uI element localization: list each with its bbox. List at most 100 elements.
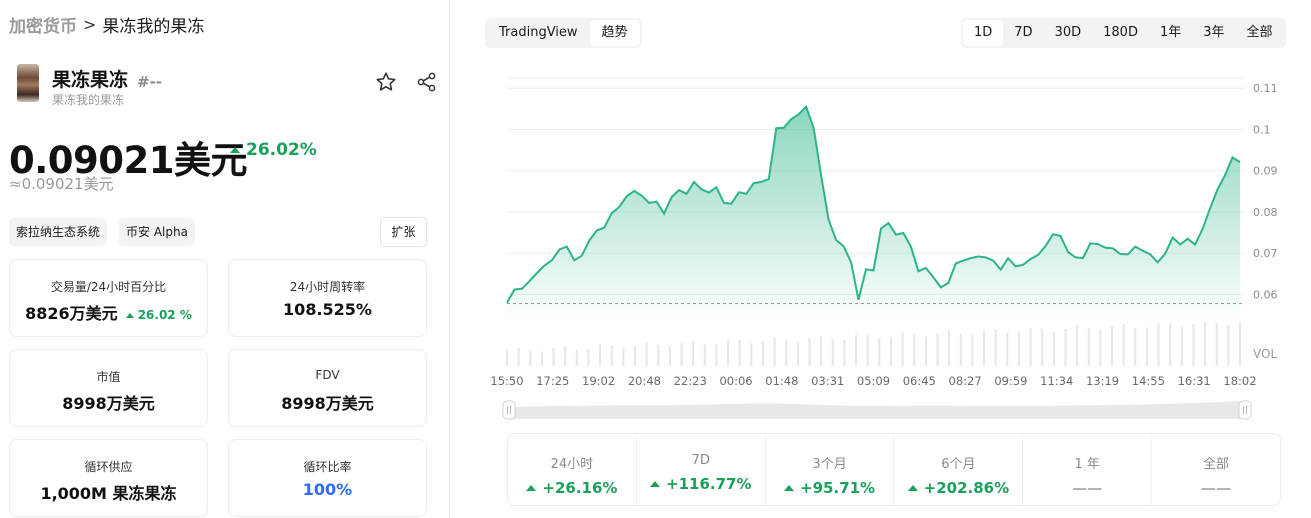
token-rank: #--	[137, 73, 163, 91]
up-arrow-icon	[526, 485, 537, 491]
x-tick-label: 16:31	[1178, 374, 1211, 388]
perf-value: ——	[1072, 479, 1103, 497]
perf-all: 全部 ——	[1152, 434, 1280, 505]
y-tick-label: 0.07	[1253, 247, 1278, 260]
volume-bar	[889, 336, 892, 366]
volume-bar	[878, 338, 881, 366]
x-tick-label: 00:06	[719, 374, 752, 388]
breadcrumb-root-link[interactable]: 加密货币	[9, 17, 77, 37]
perf-value-text: +202.86%	[923, 479, 1010, 497]
price-change: 26.02%	[230, 140, 317, 160]
range-all[interactable]: 全部	[1246, 25, 1273, 40]
stat-card-volume: 交易量/24小时百分比 8826万美元 26.02 %	[9, 259, 208, 337]
x-tick-label: 01:48	[765, 374, 798, 388]
chart-source-toggle: TradingView 趋势	[485, 18, 642, 48]
volume-bar	[540, 351, 543, 366]
volume-bar	[785, 339, 788, 366]
volume-bar	[1006, 333, 1009, 366]
stat-label: 24小时周转率	[289, 280, 366, 294]
stat-card-turnover: 24小时周转率 108.525%	[228, 259, 427, 337]
volume-bar	[761, 341, 764, 366]
stat-label: 循环比率	[303, 460, 352, 474]
range-180d[interactable]: 180D	[1103, 25, 1138, 40]
volume-bar	[1239, 322, 1241, 366]
range-30d[interactable]: 30D	[1054, 25, 1082, 40]
volume-bar	[599, 344, 602, 366]
chart-range-scrollbar[interactable]	[502, 399, 1252, 421]
perf-value: +95.71%	[766, 479, 894, 497]
volume-bar	[1122, 324, 1125, 366]
price-line	[506, 104, 1241, 304]
favorite-star-icon[interactable]	[374, 70, 398, 94]
breadcrumb-current: 果冻我的果冻	[102, 17, 205, 37]
perf-value-text: +26.16%	[542, 479, 618, 497]
volume-bar	[1204, 322, 1207, 366]
volume-bar	[750, 343, 753, 366]
volume-bar	[924, 336, 927, 366]
tag-solana-ecosystem[interactable]: 索拉纳生态系统	[9, 218, 108, 246]
tag-binance-alpha[interactable]: 币安 Alpha	[119, 218, 195, 246]
volume-bar	[1099, 329, 1102, 366]
volume-bar	[529, 350, 532, 366]
volume-bar	[1064, 329, 1067, 366]
volume-bar	[796, 341, 799, 366]
perf-label: 24小时	[550, 457, 594, 472]
stat-value: 100%	[302, 480, 353, 499]
volume-bar	[1017, 332, 1020, 366]
volume-bar	[1157, 323, 1160, 366]
volume-bar	[622, 348, 625, 366]
perf-1y: 1 年 ——	[1023, 434, 1153, 505]
tab-tradingview[interactable]: TradingView	[499, 25, 578, 40]
scrollbar-left-handle[interactable]	[502, 400, 516, 420]
volume-bar	[1041, 328, 1044, 366]
tab-trend[interactable]: 趋势	[589, 20, 640, 46]
perf-value-text: +116.77%	[666, 475, 752, 493]
stat-card-fdv: FDV 8998万美元	[228, 349, 427, 427]
token-subtitle: 果冻我的果冻	[52, 93, 125, 107]
volume-bar	[913, 334, 916, 366]
volume-bar	[680, 342, 683, 366]
volume-bar	[506, 350, 508, 366]
x-tick-label: 08:27	[949, 374, 982, 388]
up-arrow-icon	[650, 481, 660, 487]
volume-bar	[866, 334, 869, 366]
volume-bar	[936, 333, 939, 366]
stat-value: 8826万美元 26.02 %	[10, 300, 207, 324]
perf-24h: 24小时 +26.16%	[508, 434, 637, 505]
perf-6m: 6个月 +202.86%	[894, 434, 1024, 505]
volume-bar	[994, 329, 997, 366]
x-tick-label: 14:55	[1132, 374, 1165, 388]
volume-bar	[1215, 322, 1218, 366]
volume-bar	[855, 335, 858, 366]
stat-label: 交易量/24小时百分比	[50, 280, 167, 294]
perf-3m: 3个月 +95.71%	[766, 434, 895, 505]
perf-label: 6个月	[941, 457, 976, 472]
x-tick-label: 17:25	[536, 374, 569, 388]
volume-bar	[808, 338, 811, 366]
volume-bar	[1227, 325, 1230, 366]
stat-value: 108.525%	[283, 300, 372, 319]
range-1d[interactable]: 1D	[963, 20, 1004, 46]
volume-change-value: 26.02 %	[137, 308, 192, 322]
range-1y[interactable]: 1年	[1159, 25, 1182, 40]
performance-summary: 24小时 +26.16% 7D +116.77% 3个月 +95.71% 6个月…	[507, 433, 1281, 506]
expand-button[interactable]: 扩张	[380, 217, 427, 247]
volume-bar	[901, 332, 904, 366]
price-chart[interactable]: 0.11 0.1 0.09 0.08 0.07 0.06 15:50 17:25 19:02 2…	[490, 60, 1290, 390]
token-logo	[17, 64, 39, 102]
range-3y[interactable]: 3年	[1203, 25, 1225, 40]
share-icon[interactable]	[416, 71, 438, 93]
y-tick-label: 0.09	[1253, 165, 1278, 178]
volume-axis-label: VOL	[1253, 347, 1277, 361]
y-tick-label: 0.08	[1253, 206, 1278, 219]
x-tick-label: 18:02	[1223, 374, 1256, 388]
up-arrow-icon	[230, 147, 240, 153]
volume-bar	[820, 335, 823, 366]
perf-label: 3个月	[812, 457, 847, 472]
stat-value: 1,000M 果冻果冻	[40, 484, 177, 503]
volume-bar	[843, 339, 846, 366]
volume-bar	[948, 330, 951, 366]
scrollbar-right-handle[interactable]	[1238, 400, 1252, 420]
range-7d[interactable]: 7D	[1014, 25, 1033, 40]
up-arrow-icon	[784, 485, 795, 491]
